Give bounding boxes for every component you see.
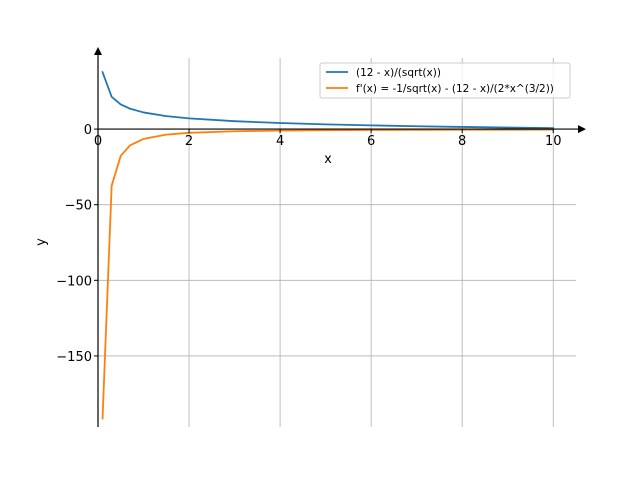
y-axis-label: y [34,238,49,246]
grid [98,58,576,427]
x-tick-label-2: 4 [276,134,284,149]
axes [94,47,586,427]
series-line-2 [101,128,555,420]
x-axis-arrow [578,125,586,134]
x-tick-label-3: 6 [367,134,375,149]
y-axis-arrow [94,47,102,55]
legend-box [319,62,571,99]
x-axis-label: x [324,152,332,167]
y-tick-label-2: −100 [56,274,92,289]
tick-labels: 0 2 4 6 8 10 0 −50 −100 −150 [56,123,561,365]
series-line-1 [101,71,555,130]
legend-entry-series-2: f'(x) = -1/sqrt(x) - (12 - x)/(2*x^(3/2)… [356,83,554,95]
x-tick-label-0: 0 [94,134,102,149]
x-tick-label-1: 2 [185,134,193,149]
x-tick-label-4: 8 [458,134,466,149]
series-lines [101,71,555,420]
x-tick-label-5: 10 [545,134,562,149]
legend: (12 - x)/(sqrt(x)) f'(x) = -1/sqrt(x) - … [319,62,571,99]
legend-entry-series-1: (12 - x)/(sqrt(x)) [356,67,441,79]
y-tick-label-0: 0 [84,123,92,138]
y-tick-label-1: −50 [65,199,92,214]
y-tick-label-3: −150 [56,350,92,365]
